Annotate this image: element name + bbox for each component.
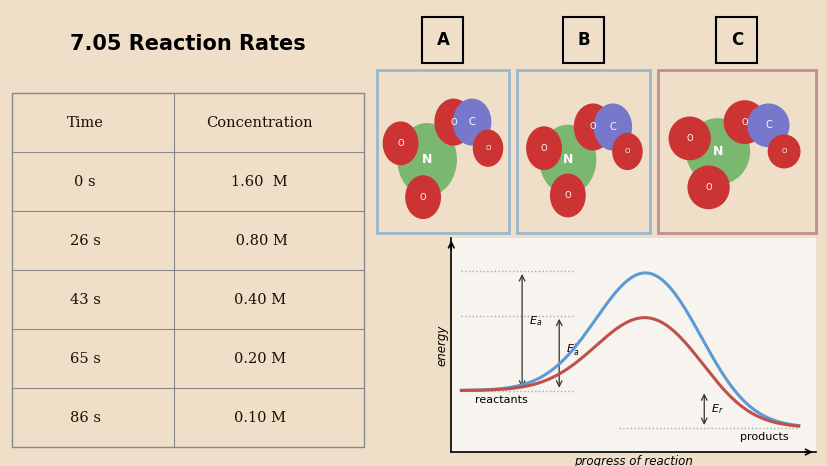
Text: 0.10 M: 0.10 M <box>233 411 285 425</box>
Text: 86 s: 86 s <box>69 411 101 425</box>
Text: N: N <box>562 153 572 166</box>
X-axis label: progress of reaction: progress of reaction <box>573 455 692 466</box>
Circle shape <box>526 127 561 169</box>
Text: O: O <box>740 117 748 127</box>
Text: C: C <box>468 117 475 127</box>
Text: 43 s: 43 s <box>69 293 101 307</box>
Text: 0.20 M: 0.20 M <box>233 352 285 366</box>
Text: products: products <box>739 432 787 442</box>
FancyBboxPatch shape <box>715 16 757 63</box>
Circle shape <box>668 117 710 159</box>
Circle shape <box>594 104 631 150</box>
Text: N: N <box>422 153 432 166</box>
Text: O: O <box>564 191 571 200</box>
Text: O: O <box>686 134 692 143</box>
Text: 26 s: 26 s <box>69 234 101 248</box>
Circle shape <box>398 124 456 196</box>
Text: 7.05 Reaction Rates: 7.05 Reaction Rates <box>70 34 306 54</box>
Circle shape <box>383 122 418 164</box>
Text: C: C <box>730 31 742 48</box>
Text: N: N <box>712 145 722 158</box>
Text: O: O <box>624 149 629 154</box>
Circle shape <box>686 119 748 184</box>
Text: $E_a$: $E_a$ <box>528 315 542 329</box>
Text: O: O <box>705 183 711 192</box>
Text: reactants: reactants <box>475 395 527 405</box>
Text: B: B <box>576 31 590 48</box>
Circle shape <box>747 104 788 146</box>
Y-axis label: energy: energy <box>435 324 448 365</box>
Circle shape <box>539 125 595 194</box>
Circle shape <box>724 101 764 143</box>
Text: O: O <box>540 144 547 153</box>
Circle shape <box>473 130 502 166</box>
Text: O: O <box>419 192 426 202</box>
Text: 0.40 M: 0.40 M <box>233 293 285 307</box>
FancyBboxPatch shape <box>562 16 604 63</box>
Text: O: O <box>397 139 404 148</box>
Text: Time: Time <box>67 116 103 130</box>
Circle shape <box>767 135 799 168</box>
Circle shape <box>612 134 641 170</box>
Circle shape <box>550 174 585 217</box>
Text: C: C <box>609 122 615 132</box>
Circle shape <box>453 99 490 145</box>
Text: A: A <box>436 31 449 48</box>
Text: C: C <box>764 120 771 130</box>
Text: Concentration: Concentration <box>206 116 313 130</box>
Text: O: O <box>485 145 490 151</box>
Text: O: O <box>450 117 457 127</box>
Text: $E_a'$: $E_a'$ <box>566 342 579 357</box>
FancyBboxPatch shape <box>422 16 463 63</box>
Circle shape <box>574 104 611 150</box>
Text: $E_r$: $E_r$ <box>710 402 723 416</box>
Text: 0 s: 0 s <box>74 175 96 189</box>
Text: 65 s: 65 s <box>69 352 101 366</box>
Circle shape <box>687 166 729 208</box>
Text: 0.80 M: 0.80 M <box>231 234 288 248</box>
Text: O: O <box>589 123 595 131</box>
Circle shape <box>434 99 471 145</box>
Text: 1.60  M: 1.60 M <box>232 175 288 189</box>
Text: O: O <box>781 149 786 154</box>
Circle shape <box>405 176 440 218</box>
